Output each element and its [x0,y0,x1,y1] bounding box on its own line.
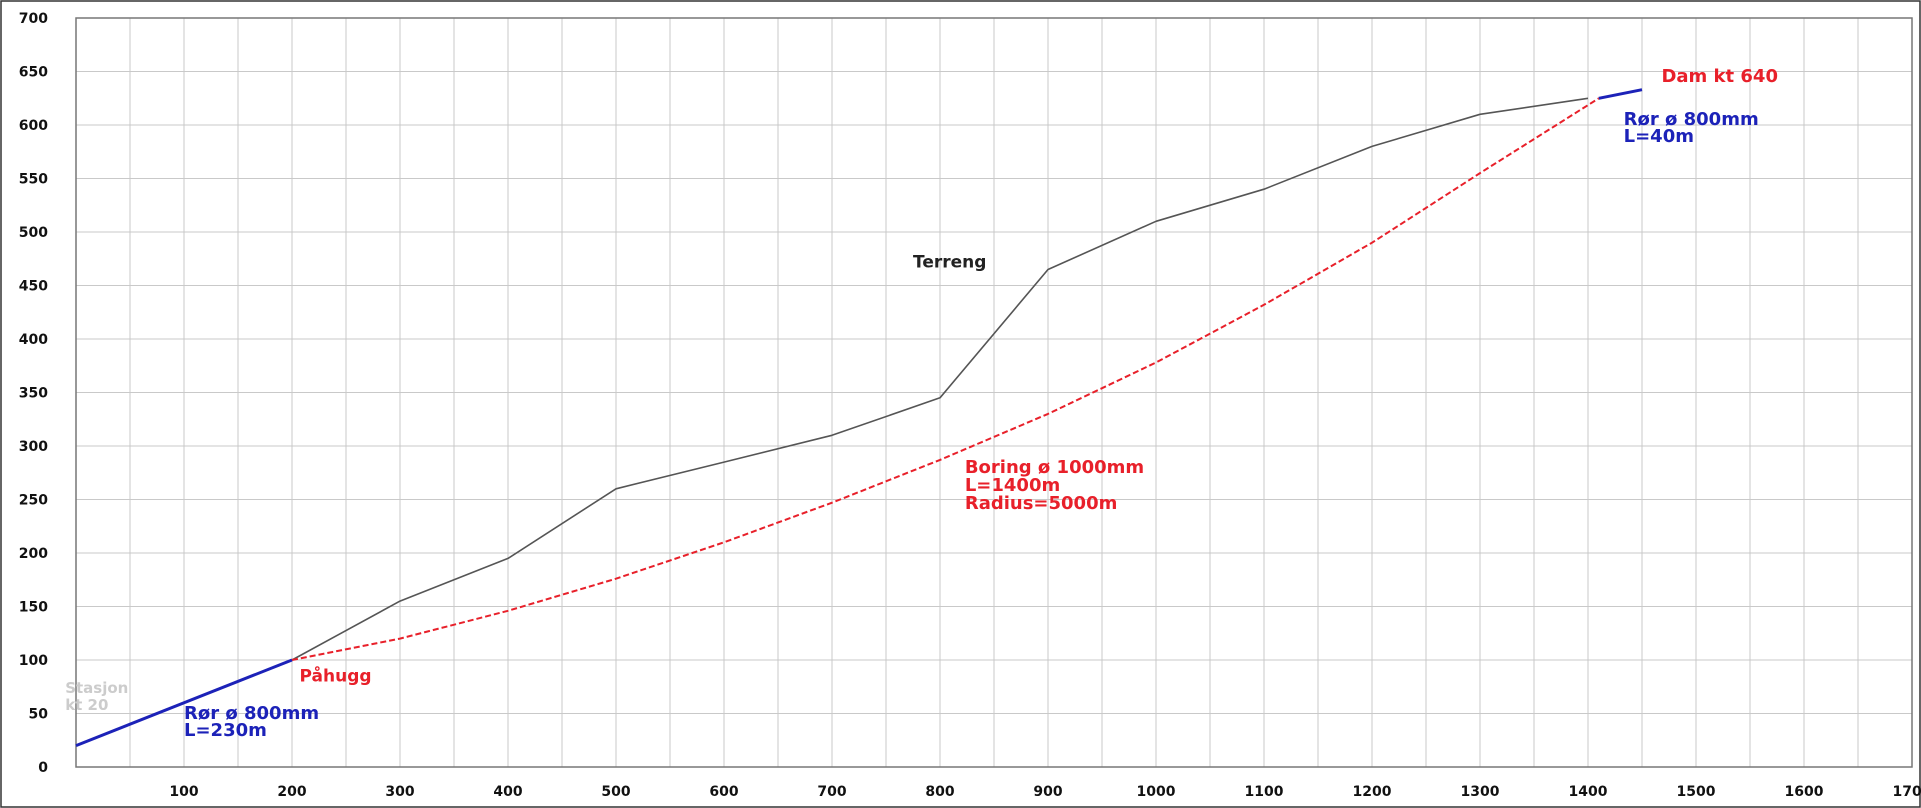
annotation-text: Rør ø 800mm [1624,109,1759,130]
x-tick-label: 1200 [1353,784,1392,800]
x-tick-label: 1100 [1245,784,1284,800]
annotation-text: L=40m [1624,126,1694,147]
y-tick-label: 200 [19,546,48,562]
y-tick-label: 0 [38,760,48,776]
series-line-pipe [75,658,293,747]
y-tick-label: 450 [19,279,48,295]
annotation-text: Terreng [913,252,986,272]
y-tick-label: 100 [19,653,48,669]
x-tick-label: 700 [817,784,846,800]
x-tick-label: 1500 [1677,784,1716,800]
x-axis-ticks: 100 200 300 400 500 600 700 800 900 1000 1100 1200 1… [169,784,1921,800]
y-tick-label: 700 [19,11,48,27]
x-tick-label: 900 [1033,784,1062,800]
x-tick-label: 200 [277,784,306,800]
y-tick-label: 500 [19,225,48,241]
annotation-dam: Dam kt 640 [1661,66,1778,87]
series-line-terreng [291,97,1589,661]
series-line-boring [291,97,1600,661]
annotation-text: Boring ø 1000mm [965,457,1144,478]
x-tick-label: 500 [601,784,630,800]
x-tick-label: 1400 [1569,784,1608,800]
y-tick-label: 50 [29,707,49,723]
x-tick-label: 300 [385,784,414,800]
x-tick-label: 1600 [1785,784,1824,800]
plot-frame [75,17,1913,768]
y-tick-label: 650 [19,65,48,81]
x-tick-label: 800 [925,784,954,800]
annotation-text: Rør ø 800mm [184,703,319,724]
annotation-text: Radius=5000m [965,493,1118,514]
y-tick-label: 400 [19,332,48,348]
annotation-text: Stasjon [65,679,128,697]
y-tick-label: 300 [19,439,48,455]
y-tick-label: 550 [19,172,48,188]
x-tick-label: 1700 [1893,784,1921,800]
x-tick-label: 600 [709,784,738,800]
x-tick-label: 1300 [1461,784,1500,800]
annotation-text: L=230m [184,720,267,741]
x-tick-label: 100 [169,784,198,800]
annotation-text: kt 20 [65,696,108,714]
y-axis-ticks: 0 50 100 150 200 250 300 350 400 450 500 550 600 650 7… [19,11,48,776]
y-tick-label: 600 [19,118,48,134]
series-line-pipe [1598,88,1643,100]
annotation-pahugg: Påhugg [300,664,372,686]
y-tick-label: 150 [19,600,48,616]
y-tick-label: 250 [19,493,48,509]
annotation-text: L=1400m [965,475,1060,496]
annotation-text: Dam kt 640 [1661,66,1778,87]
annotation-text: Påhugg [300,664,372,686]
y-tick-label: 350 [19,386,48,402]
x-tick-label: 400 [493,784,522,800]
x-tick-label: 1000 [1137,784,1176,800]
annotation-terreng: Terreng [913,252,986,272]
